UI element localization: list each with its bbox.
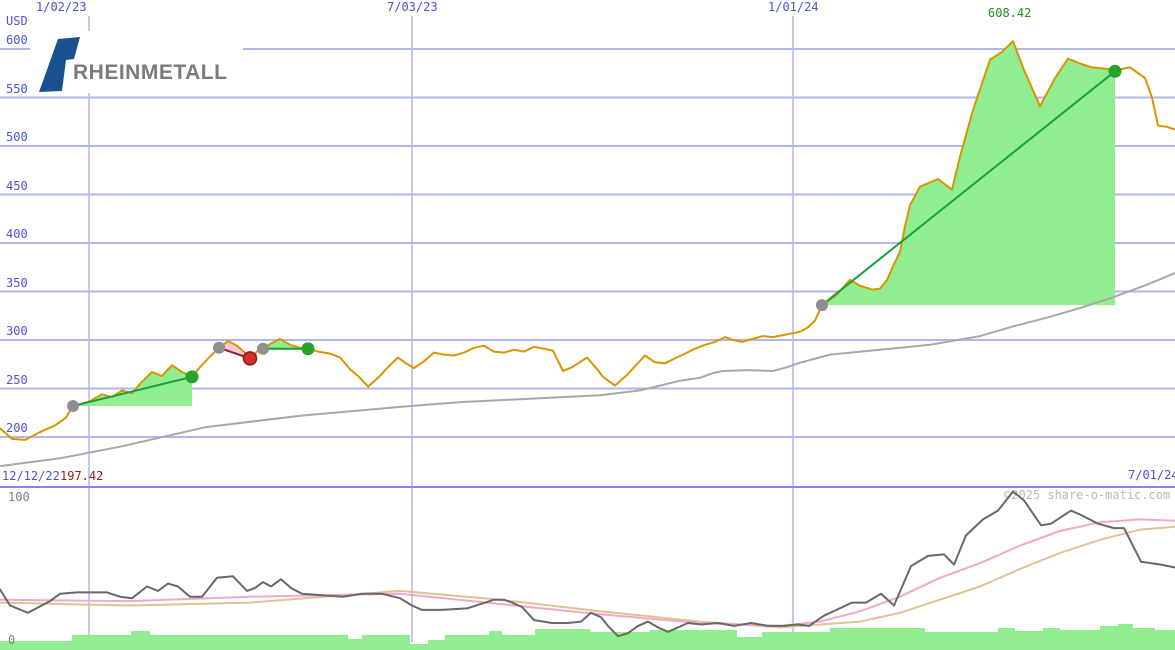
volume-bar bbox=[1133, 628, 1155, 650]
currency-label: USD bbox=[6, 14, 28, 28]
start-price-label: 197.42 bbox=[60, 469, 104, 483]
trend-end-dot-green bbox=[1108, 64, 1122, 78]
trend-start-dot bbox=[67, 399, 79, 412]
volume-bar bbox=[535, 629, 590, 650]
volume-bar bbox=[950, 632, 998, 650]
trend-end-dot-green bbox=[185, 370, 199, 384]
rheinmetall-logo: RHEINMETALL bbox=[30, 31, 243, 93]
volume-bar bbox=[762, 632, 830, 650]
y-axis-label: 400 bbox=[6, 227, 28, 241]
trend-end-dot-green bbox=[301, 342, 315, 356]
volume-bar bbox=[72, 635, 131, 650]
volume-bar bbox=[1015, 631, 1043, 650]
volume-bar bbox=[489, 631, 502, 650]
volume-bar bbox=[1043, 628, 1060, 650]
trend-start-dot bbox=[213, 341, 225, 354]
volume-bar bbox=[362, 635, 410, 650]
trend-start-dot bbox=[816, 299, 828, 312]
indicator-dark-line bbox=[0, 490, 1175, 638]
price-line bbox=[0, 40, 1175, 441]
indicator-min-label: 0 bbox=[8, 633, 16, 647]
volume-bar bbox=[925, 632, 950, 650]
indicator-max-label: 100 bbox=[8, 490, 30, 504]
end-date-label: 7/01/24 bbox=[1128, 468, 1175, 482]
volume-bar bbox=[410, 644, 428, 650]
y-axis-label: 300 bbox=[6, 324, 28, 338]
volume-bar bbox=[348, 639, 362, 650]
x-axis-label: 1/01/24 bbox=[768, 0, 819, 14]
volume-bar bbox=[1060, 630, 1100, 650]
rheinmetall-logo-icon bbox=[39, 37, 80, 92]
rheinmetall-logo-text: RHEINMETALL bbox=[73, 61, 228, 84]
volume-bar bbox=[650, 630, 737, 650]
trend-fill-green bbox=[822, 41, 1115, 306]
y-axis-label: 550 bbox=[6, 81, 28, 96]
trend-fill-green bbox=[263, 339, 308, 349]
x-axis-label: 7/03/23 bbox=[387, 0, 438, 14]
volume-bar bbox=[830, 628, 925, 650]
volume-bar bbox=[998, 628, 1015, 650]
volume-bar bbox=[445, 635, 489, 650]
volume-bar bbox=[1155, 630, 1175, 650]
volume-bar bbox=[502, 635, 535, 650]
volume-bar bbox=[131, 631, 150, 650]
y-axis-label: 450 bbox=[6, 178, 28, 193]
y-axis-label: 250 bbox=[6, 372, 28, 387]
trend-line bbox=[821, 70, 1116, 306]
volume-bar bbox=[1100, 626, 1118, 650]
y-axis-label: 500 bbox=[6, 130, 28, 144]
y-axis-label: 600 bbox=[6, 33, 28, 47]
trend-fill-pink bbox=[219, 341, 250, 359]
start-date-label: 12/12/22 bbox=[2, 469, 60, 483]
volume-bar bbox=[428, 640, 445, 650]
volume-bar bbox=[590, 632, 650, 650]
volume-bar bbox=[1118, 624, 1133, 650]
y-axis-label: 200 bbox=[6, 421, 28, 435]
y-axis-label: 350 bbox=[6, 275, 28, 290]
trend-end-dot-red bbox=[242, 351, 258, 366]
x-axis-label: 1/02/23 bbox=[36, 0, 87, 14]
ma-line bbox=[0, 272, 1175, 468]
volume-bar bbox=[737, 637, 762, 650]
high-value-label: 608.42 bbox=[988, 6, 1032, 20]
trend-line bbox=[72, 375, 193, 407]
trend-start-dot bbox=[257, 342, 269, 355]
volume-bar bbox=[150, 635, 348, 650]
trend-fill-green bbox=[73, 365, 192, 406]
volume-bar bbox=[0, 641, 72, 650]
